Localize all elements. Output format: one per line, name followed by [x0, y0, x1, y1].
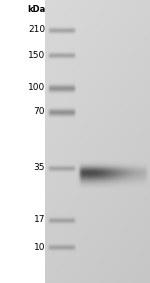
Text: 100: 100 — [28, 83, 45, 93]
Text: 150: 150 — [28, 50, 45, 59]
Text: 10: 10 — [33, 243, 45, 252]
Text: 210: 210 — [28, 25, 45, 35]
Text: kDa: kDa — [27, 5, 45, 14]
Text: 17: 17 — [33, 215, 45, 224]
Text: 35: 35 — [33, 164, 45, 173]
Text: 70: 70 — [33, 108, 45, 117]
